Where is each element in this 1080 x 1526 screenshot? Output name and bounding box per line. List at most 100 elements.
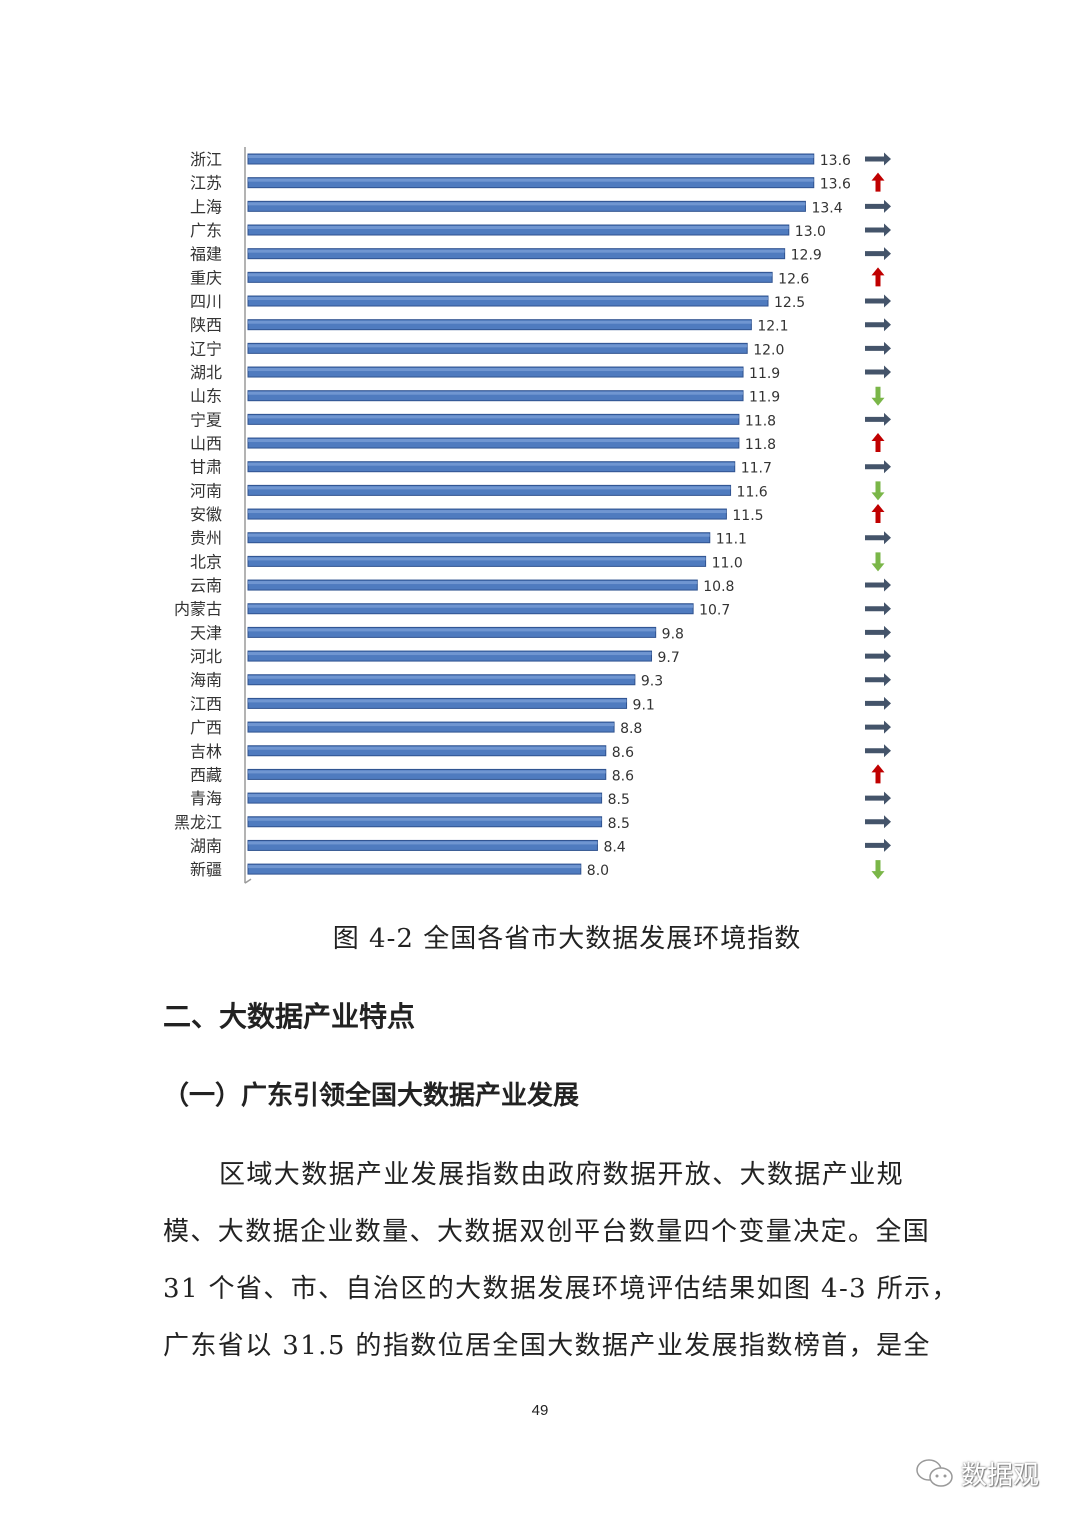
bar [247, 461, 736, 473]
value-label: 13.0 [795, 224, 826, 240]
value-label: 9.1 [633, 697, 655, 713]
category-label: 吉林 [190, 742, 222, 761]
bar-highlight [248, 249, 785, 253]
category-label: 上海 [190, 197, 222, 216]
bar [247, 721, 615, 733]
bar-highlight [248, 604, 694, 608]
paragraph-line: 区域大数据产业发展指数由政府数据开放、大数据产业规 [219, 1160, 905, 1190]
value-label: 8.5 [608, 792, 630, 808]
bar-highlight [248, 557, 706, 561]
trend-arrow-right-icon [865, 720, 891, 734]
bar-chart: 浙江 13.6 江苏 13.6 上海 13.4 广东 13.0 福建 12.9 重庆 12.6 四川 12… [174, 147, 891, 884]
value-label: 12.9 [791, 248, 822, 264]
bar [247, 248, 786, 260]
bar [247, 177, 815, 189]
bar-highlight [248, 628, 656, 632]
value-label: 12.1 [757, 319, 788, 335]
bar-highlight [248, 770, 606, 774]
bar [247, 839, 598, 851]
bar [247, 271, 773, 283]
value-label: 9.7 [658, 650, 680, 666]
value-label: 9.8 [662, 626, 684, 642]
trend-arrow-right-icon [865, 460, 891, 474]
trend-arrow-right-icon [865, 318, 891, 332]
bar-highlight [248, 155, 814, 158]
category-label: 宁夏 [190, 410, 222, 429]
bar-highlight [248, 794, 602, 798]
value-label: 12.6 [778, 271, 809, 287]
bar [247, 295, 769, 307]
trend-arrow-right-icon [865, 223, 891, 237]
value-label: 11.8 [745, 437, 776, 453]
category-label: 辽宁 [190, 339, 222, 358]
category-label: 云南 [190, 576, 222, 595]
watermark: 数据观 [915, 1455, 1039, 1492]
trend-arrow-down-icon [871, 860, 885, 880]
category-label: 新疆 [190, 860, 222, 879]
trend-arrow-right-icon [865, 365, 891, 379]
trend-arrow-right-icon [865, 152, 891, 166]
bar-highlight [248, 533, 710, 537]
value-label: 8.6 [612, 768, 634, 784]
category-label: 山东 [190, 387, 222, 406]
bar-highlight [248, 581, 698, 585]
bar-highlight [248, 226, 789, 230]
bar-highlight [248, 746, 606, 750]
trend-arrow-up-icon [871, 433, 885, 453]
bar-highlight [248, 510, 727, 514]
watermark-text: 数据观 [961, 1461, 1040, 1491]
paragraph-line: 模、大数据企业数量、大数据双创平台数量四个变量决定。全国 [163, 1217, 931, 1247]
category-label: 四川 [190, 292, 222, 311]
bar [247, 768, 607, 780]
bar-highlight [248, 368, 744, 372]
trend-arrow-right-icon [865, 341, 891, 355]
category-label: 湖南 [190, 836, 222, 855]
trend-arrow-right-icon [865, 838, 891, 852]
bar [247, 200, 806, 212]
trend-arrow-up-icon [871, 504, 885, 524]
category-label: 福建 [190, 245, 222, 264]
category-label: 青海 [190, 789, 222, 808]
bar-highlight [248, 178, 814, 182]
bar-highlight [248, 415, 739, 419]
category-label: 江西 [190, 694, 222, 713]
value-label: 11.9 [749, 390, 780, 406]
category-label: 广西 [190, 718, 222, 737]
trend-arrow-down-icon [871, 481, 885, 501]
value-label: 10.8 [703, 579, 734, 595]
category-label: 湖北 [190, 363, 222, 382]
bar-highlight [248, 344, 748, 348]
value-label: 9.3 [641, 674, 663, 690]
trend-arrow-right-icon [865, 531, 891, 545]
category-label: 广东 [190, 221, 222, 240]
value-label: 11.9 [749, 366, 780, 382]
bar-highlight [248, 486, 731, 490]
category-label: 西藏 [190, 765, 222, 784]
trend-arrow-right-icon [865, 815, 891, 829]
trend-arrow-right-icon [865, 649, 891, 663]
bar [247, 484, 732, 496]
bar [247, 555, 707, 567]
bar-highlight [248, 462, 735, 466]
category-label: 安徽 [190, 505, 222, 524]
bar [247, 390, 744, 402]
trend-arrow-up-icon [871, 764, 885, 784]
value-label: 11.1 [716, 532, 747, 548]
bar-highlight [248, 202, 806, 206]
value-label: 13.6 [820, 177, 851, 193]
bar-highlight [248, 391, 744, 395]
bar-highlight [248, 699, 627, 703]
bar [247, 579, 698, 591]
bar-highlight [248, 273, 773, 277]
trend-arrow-right-icon [865, 791, 891, 805]
category-label: 山西 [190, 434, 222, 453]
value-label: 11.7 [741, 461, 772, 477]
value-label: 8.5 [608, 816, 630, 832]
bar [247, 319, 752, 331]
bar-highlight [248, 865, 581, 869]
wechat-icon [916, 1458, 953, 1487]
bar [247, 603, 694, 615]
value-label: 13.4 [811, 200, 842, 216]
trend-arrow-right-icon [865, 294, 891, 308]
paragraph-line: 广东省以 31.5 的指数位居全国大数据产业发展指数榜首，是全 [163, 1331, 931, 1361]
